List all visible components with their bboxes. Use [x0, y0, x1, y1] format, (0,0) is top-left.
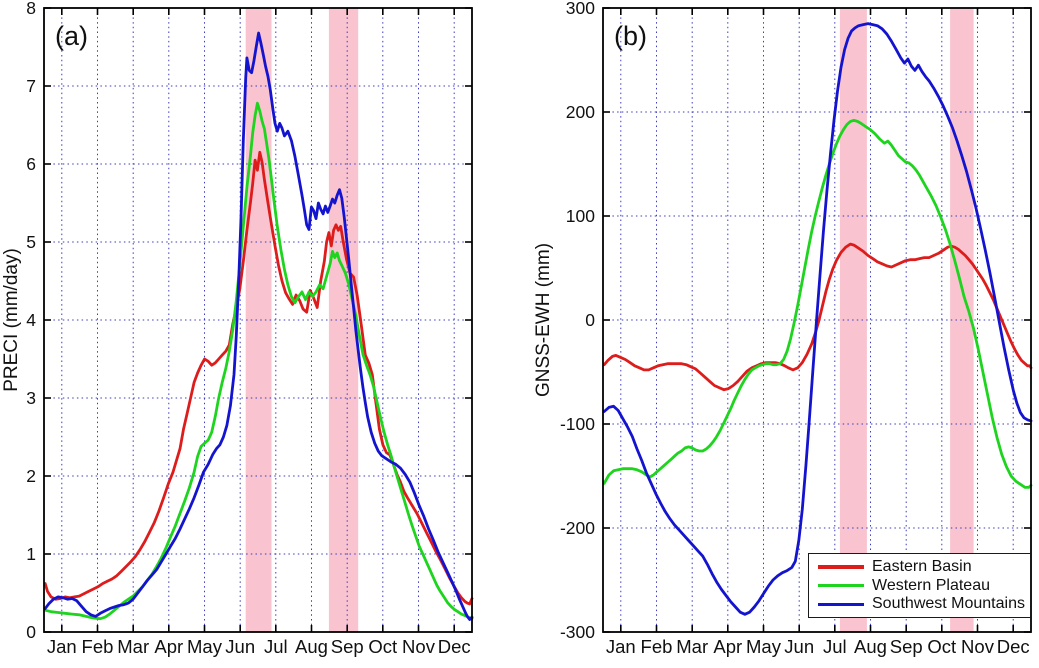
y-tick-label: -300 — [560, 622, 595, 642]
y-tick-label: 300 — [566, 0, 595, 18]
series-line-western-plateau — [602, 118, 1033, 489]
legend-line-sample-blue — [818, 602, 864, 606]
x-tick-label: Jan — [47, 636, 77, 657]
x-tick-label: Aug — [295, 636, 328, 657]
y-tick-label: 4 — [26, 310, 36, 330]
legend-entry-western-plateau: Western Plateau — [809, 576, 1030, 594]
series-line-southwest-mountains — [602, 22, 1033, 616]
y-tick-label: 7 — [26, 76, 36, 96]
x-tick-label: Jun — [225, 636, 255, 657]
legend-label: Eastern Basin — [872, 557, 972, 575]
panel-a: Jan Feb Mar Apr May Jun Jul Aug Sep Oct Nov Dec 0 1 2 3… — [26, 0, 474, 657]
y-tick-label: 200 — [566, 102, 595, 122]
y-tick-label: -200 — [560, 518, 595, 538]
axis-box — [43, 7, 473, 633]
series-line-southwest-mountains — [43, 31, 474, 621]
x-tick-label: Feb — [641, 636, 673, 657]
y-tick-label: -100 — [560, 414, 595, 434]
x-tick-label: May — [187, 636, 223, 657]
x-tick-label: Nov — [402, 636, 436, 657]
x-tick-label: Apr — [154, 636, 183, 657]
x-tick-label: Nov — [961, 636, 995, 657]
legend-entry-southwest-mountains: Southwest Mountains — [809, 596, 1030, 612]
x-tick-label: Jun — [784, 636, 814, 657]
x-tick-label: Dec — [438, 636, 471, 657]
x-tick-label: Apr — [713, 636, 742, 657]
x-tick-label: May — [746, 636, 782, 657]
panel-a-letter: (a) — [55, 21, 88, 51]
x-tick-label: Oct — [927, 636, 956, 657]
panel-b-letter: (b) — [614, 21, 647, 51]
x-tick-label: Sep — [890, 636, 923, 657]
x-tick-label: Aug — [854, 636, 887, 657]
legend: Eastern Basin Western Plateau Southwest … — [808, 553, 1031, 618]
y-tick-label: 5 — [26, 232, 36, 252]
highlight-band — [328, 8, 359, 632]
y-tick-label: 8 — [26, 0, 36, 18]
y-tick-label: 1 — [26, 544, 36, 564]
legend-label: Western Plateau — [872, 576, 990, 594]
y-tick-label: 100 — [566, 206, 595, 226]
legend-line-sample-green — [818, 583, 864, 588]
series-line-eastern-basin — [602, 242, 1033, 392]
panel-b: Jan Feb Mar Apr May Jun Jul Aug Sep Oct Nov Dec -300… — [560, 0, 1033, 657]
highlight-band — [245, 8, 272, 632]
x-tick-label: Jan — [606, 636, 636, 657]
y-tick-label: 2 — [26, 466, 36, 486]
x-tick-label: Jul — [823, 636, 847, 657]
y-tick-label: 3 — [26, 388, 36, 408]
y-tick-label: 6 — [26, 154, 36, 174]
panel-a-y-axis-title: PRECI (mm/day) — [1, 248, 22, 392]
legend-label: Southwest Mountains — [872, 595, 1025, 613]
x-tick-label: Sep — [331, 636, 364, 657]
x-tick-label: Feb — [82, 636, 114, 657]
x-tick-label: Oct — [368, 636, 397, 657]
x-tick-label: Dec — [997, 636, 1030, 657]
x-tick-label: Mar — [117, 636, 149, 657]
legend-entry-eastern-basin: Eastern Basin — [809, 557, 1030, 575]
y-tick-label: 0 — [26, 622, 36, 642]
y-tick-label: 0 — [585, 310, 595, 330]
panel-b-y-axis-title: GNSS-EWH (mm) — [533, 243, 554, 397]
legend-line-sample-red — [818, 565, 864, 569]
axis-box — [602, 7, 1032, 633]
x-tick-label: Mar — [676, 636, 708, 657]
highlight-band — [950, 8, 974, 632]
x-tick-label: Jul — [264, 636, 288, 657]
